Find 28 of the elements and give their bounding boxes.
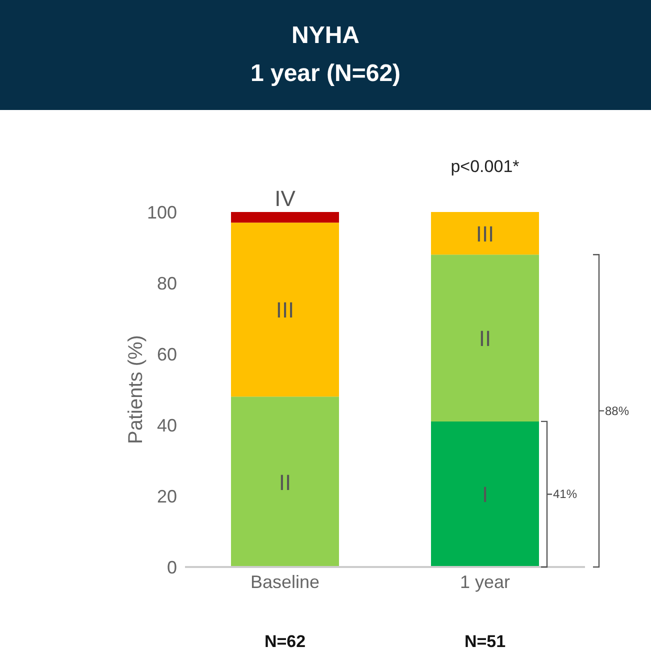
text: II [478, 326, 492, 352]
bar [231, 212, 339, 223]
y-tick-label: 20 [156, 486, 177, 506]
bar [231, 222, 339, 397]
y-tick-label: 40 [156, 415, 177, 436]
series-label: II [278, 470, 292, 495]
series-label: III [476, 221, 494, 246]
annotation: p<0.001* [450, 157, 520, 176]
y-tick-label: 60 [156, 344, 177, 364]
series-label: I [482, 482, 488, 508]
text: N=62 [264, 632, 306, 651]
bar [231, 396, 339, 567]
chart-title: NYHA [290, 21, 360, 51]
annotation: 41% [553, 487, 578, 502]
x-tick-label: 1 year [460, 572, 510, 592]
x-tick-label: Baseline [250, 572, 320, 592]
text: 88% [605, 404, 630, 418]
y-tick-label: 0 [166, 557, 177, 578]
text: III [276, 298, 294, 323]
text: N=51 [464, 632, 506, 651]
series-label: IV [274, 186, 296, 211]
y-tick-label: 100 [146, 202, 177, 222]
chart-subtitle: 1 year (N=62) [249, 59, 402, 89]
bar [431, 254, 539, 422]
bar [431, 421, 539, 567]
y-tick-label: 80 [156, 273, 177, 294]
y-axis-title: Patients (%) [125, 335, 148, 444]
bar [431, 212, 539, 255]
